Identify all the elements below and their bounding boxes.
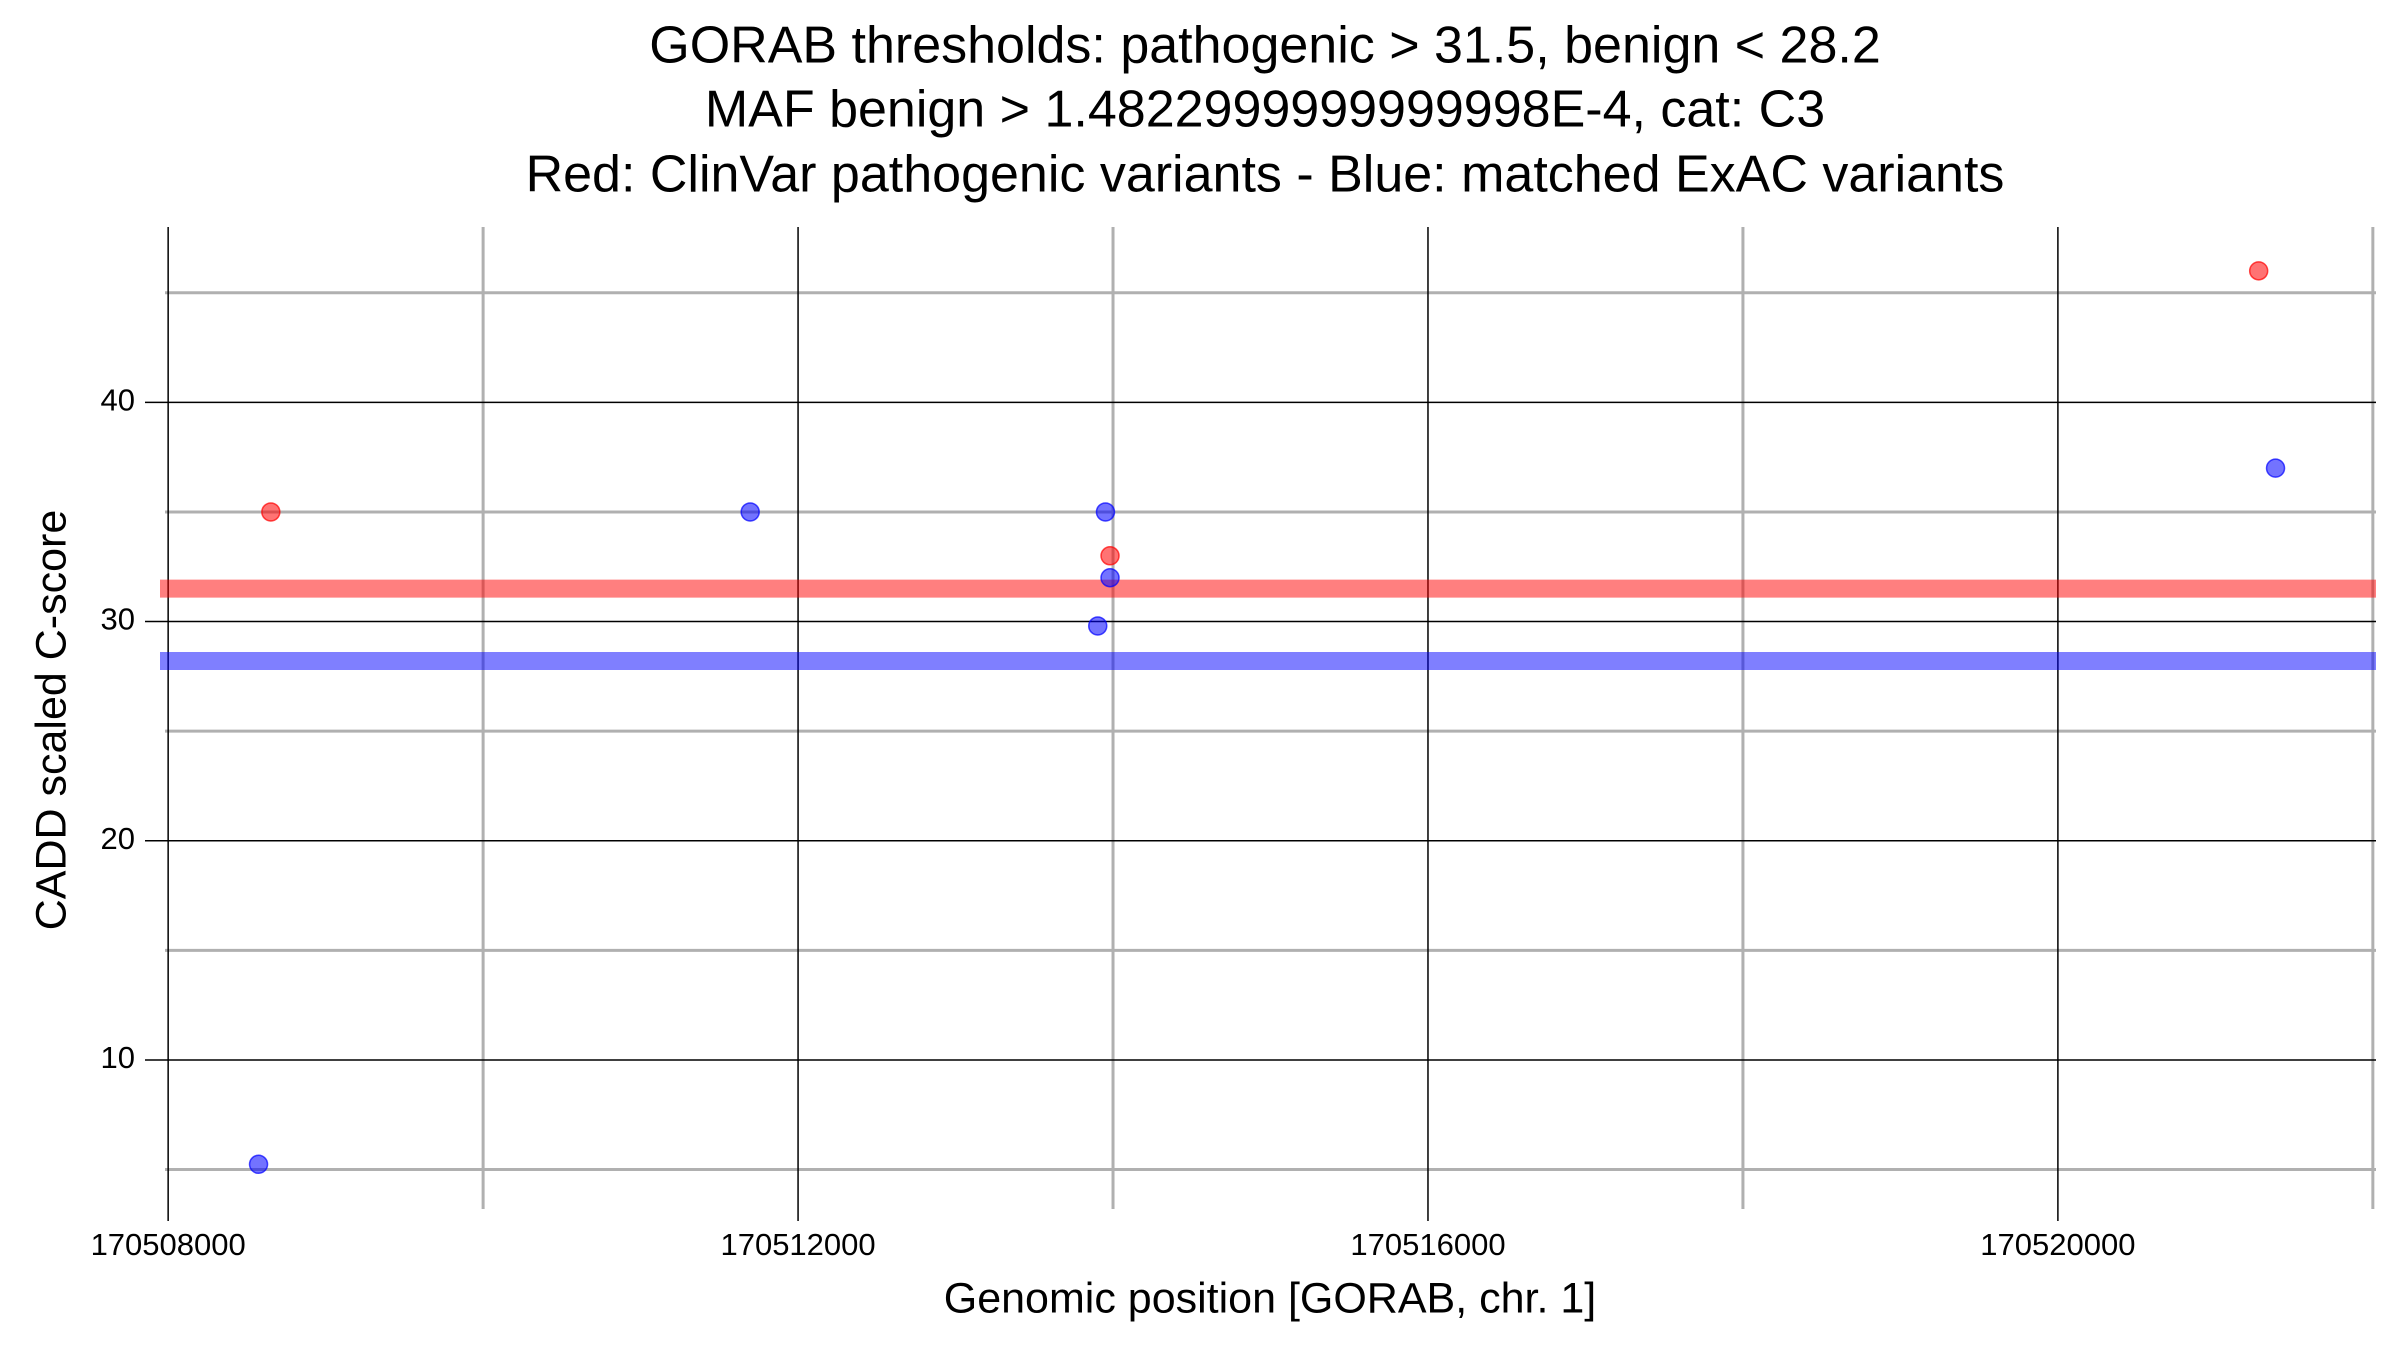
y-tick-label: 10 bbox=[101, 1040, 135, 1075]
chart-title: GORAB thresholds: pathogenic > 31.5, ben… bbox=[649, 17, 1881, 75]
y-axis-label: CADD scaled C-score bbox=[27, 510, 75, 931]
point bbox=[261, 502, 281, 522]
chart-title: MAF benign > 1.4822999999999998E-4, cat:… bbox=[705, 81, 1825, 139]
y-tick-label: 30 bbox=[101, 602, 135, 637]
x-tick-label: 170516000 bbox=[1350, 1227, 1505, 1262]
point bbox=[740, 502, 760, 522]
x-tick-label: 170508000 bbox=[91, 1227, 246, 1262]
x-tick-label: 170512000 bbox=[720, 1227, 875, 1262]
x-axis-label: Genomic position [GORAB, chr. 1] bbox=[944, 1274, 1596, 1322]
point bbox=[1100, 546, 1120, 566]
point bbox=[1087, 616, 1108, 636]
x-tick-label: 170520000 bbox=[1980, 1227, 2135, 1262]
y-tick-label: 40 bbox=[101, 383, 135, 418]
point bbox=[2248, 261, 2269, 281]
y-tick-label: 20 bbox=[101, 821, 135, 856]
chart-title: Red: ClinVar pathogenic variants - Blue:… bbox=[526, 146, 2005, 204]
point bbox=[1100, 567, 1120, 588]
point bbox=[2265, 458, 2286, 478]
point bbox=[1095, 502, 1116, 522]
point bbox=[248, 1154, 269, 1175]
